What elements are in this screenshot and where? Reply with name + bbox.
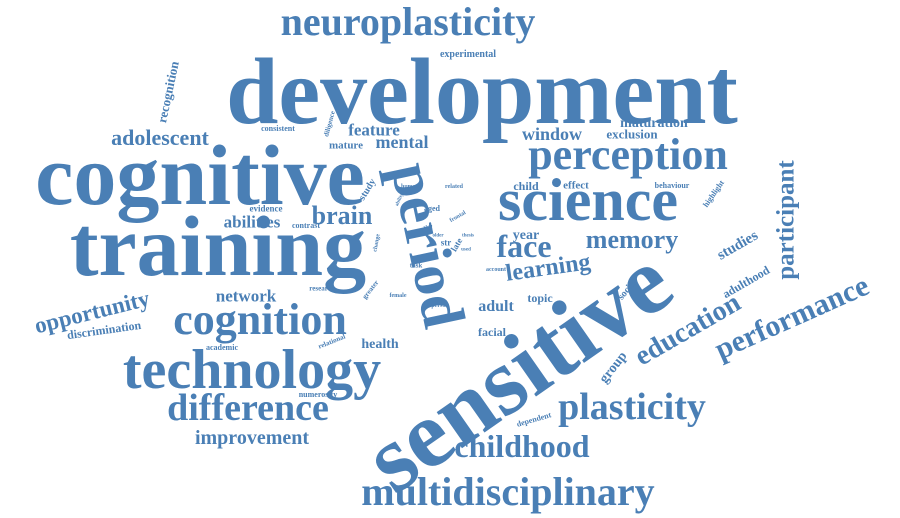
word-year: year [512,228,540,243]
word-network: network [215,286,277,306]
word-aged: aged [424,204,440,213]
word-child: child [513,179,539,193]
word-str: str [440,237,452,248]
word-recognition: recognition [154,59,182,125]
word-exclusion: exclusion [606,126,658,142]
word-older: older [432,233,444,239]
word-female: female [389,293,407,299]
word-adult: adult [478,298,514,315]
word-science: science [498,167,678,233]
word-cognition: cognition [173,295,347,344]
word-difference: difference [167,387,329,429]
word-neuroplasticity: neuroplasticity [280,0,536,44]
word-plasticity: plasticity [558,386,706,428]
word-mental: mental [375,132,429,152]
word-development: development [226,40,738,144]
word-multidisciplinary: multidisciplinary [361,469,655,514]
word-face: face [496,228,552,264]
word-academic: academic [206,343,238,352]
word-perception: perception [528,130,728,179]
word-abilities: abilities [223,212,281,232]
word-feature: feature [348,120,400,140]
word-highlight: highlight [701,178,727,209]
word-research: research [309,284,335,293]
word-technology: technology [122,339,382,401]
word-mature: mature [328,139,364,152]
word-maturation: maturation [620,116,688,131]
word-cognitive: cognitive [35,127,365,223]
word-related: related [445,184,463,190]
word-numerosity: numerosity [298,390,338,399]
word-topic: topic [527,291,553,305]
word-used: used [461,247,471,253]
word-health: health [361,337,399,352]
word-facial: facial [478,325,506,339]
word-window: window [521,124,583,144]
word-thesis: thesis [462,233,474,239]
word-memory: memory [585,225,679,254]
word-adolescent: adolescent [111,125,209,150]
word-task: task [409,261,423,270]
word-participant: participant [772,160,800,280]
word-person: person [431,303,449,309]
word-account: account [486,267,506,273]
word-contrast: contrast [292,221,320,230]
word-skill: skill [423,225,433,231]
word-consistent: consistent [261,124,295,133]
word-brain: brain [311,201,373,230]
word-childhood: childhood [454,428,590,464]
word-evidence: evidence [249,203,283,214]
word-human: human [400,184,420,190]
word-effect: effect [563,179,589,192]
word-studies: studies [714,227,761,264]
word-training: training [69,198,367,294]
word-behaviour: behaviour [654,181,690,190]
word-adulthood: adulthood [719,262,773,302]
word-improvement: improvement [194,427,310,449]
word-experimental: experimental [439,49,497,60]
word-change: change [372,233,382,253]
